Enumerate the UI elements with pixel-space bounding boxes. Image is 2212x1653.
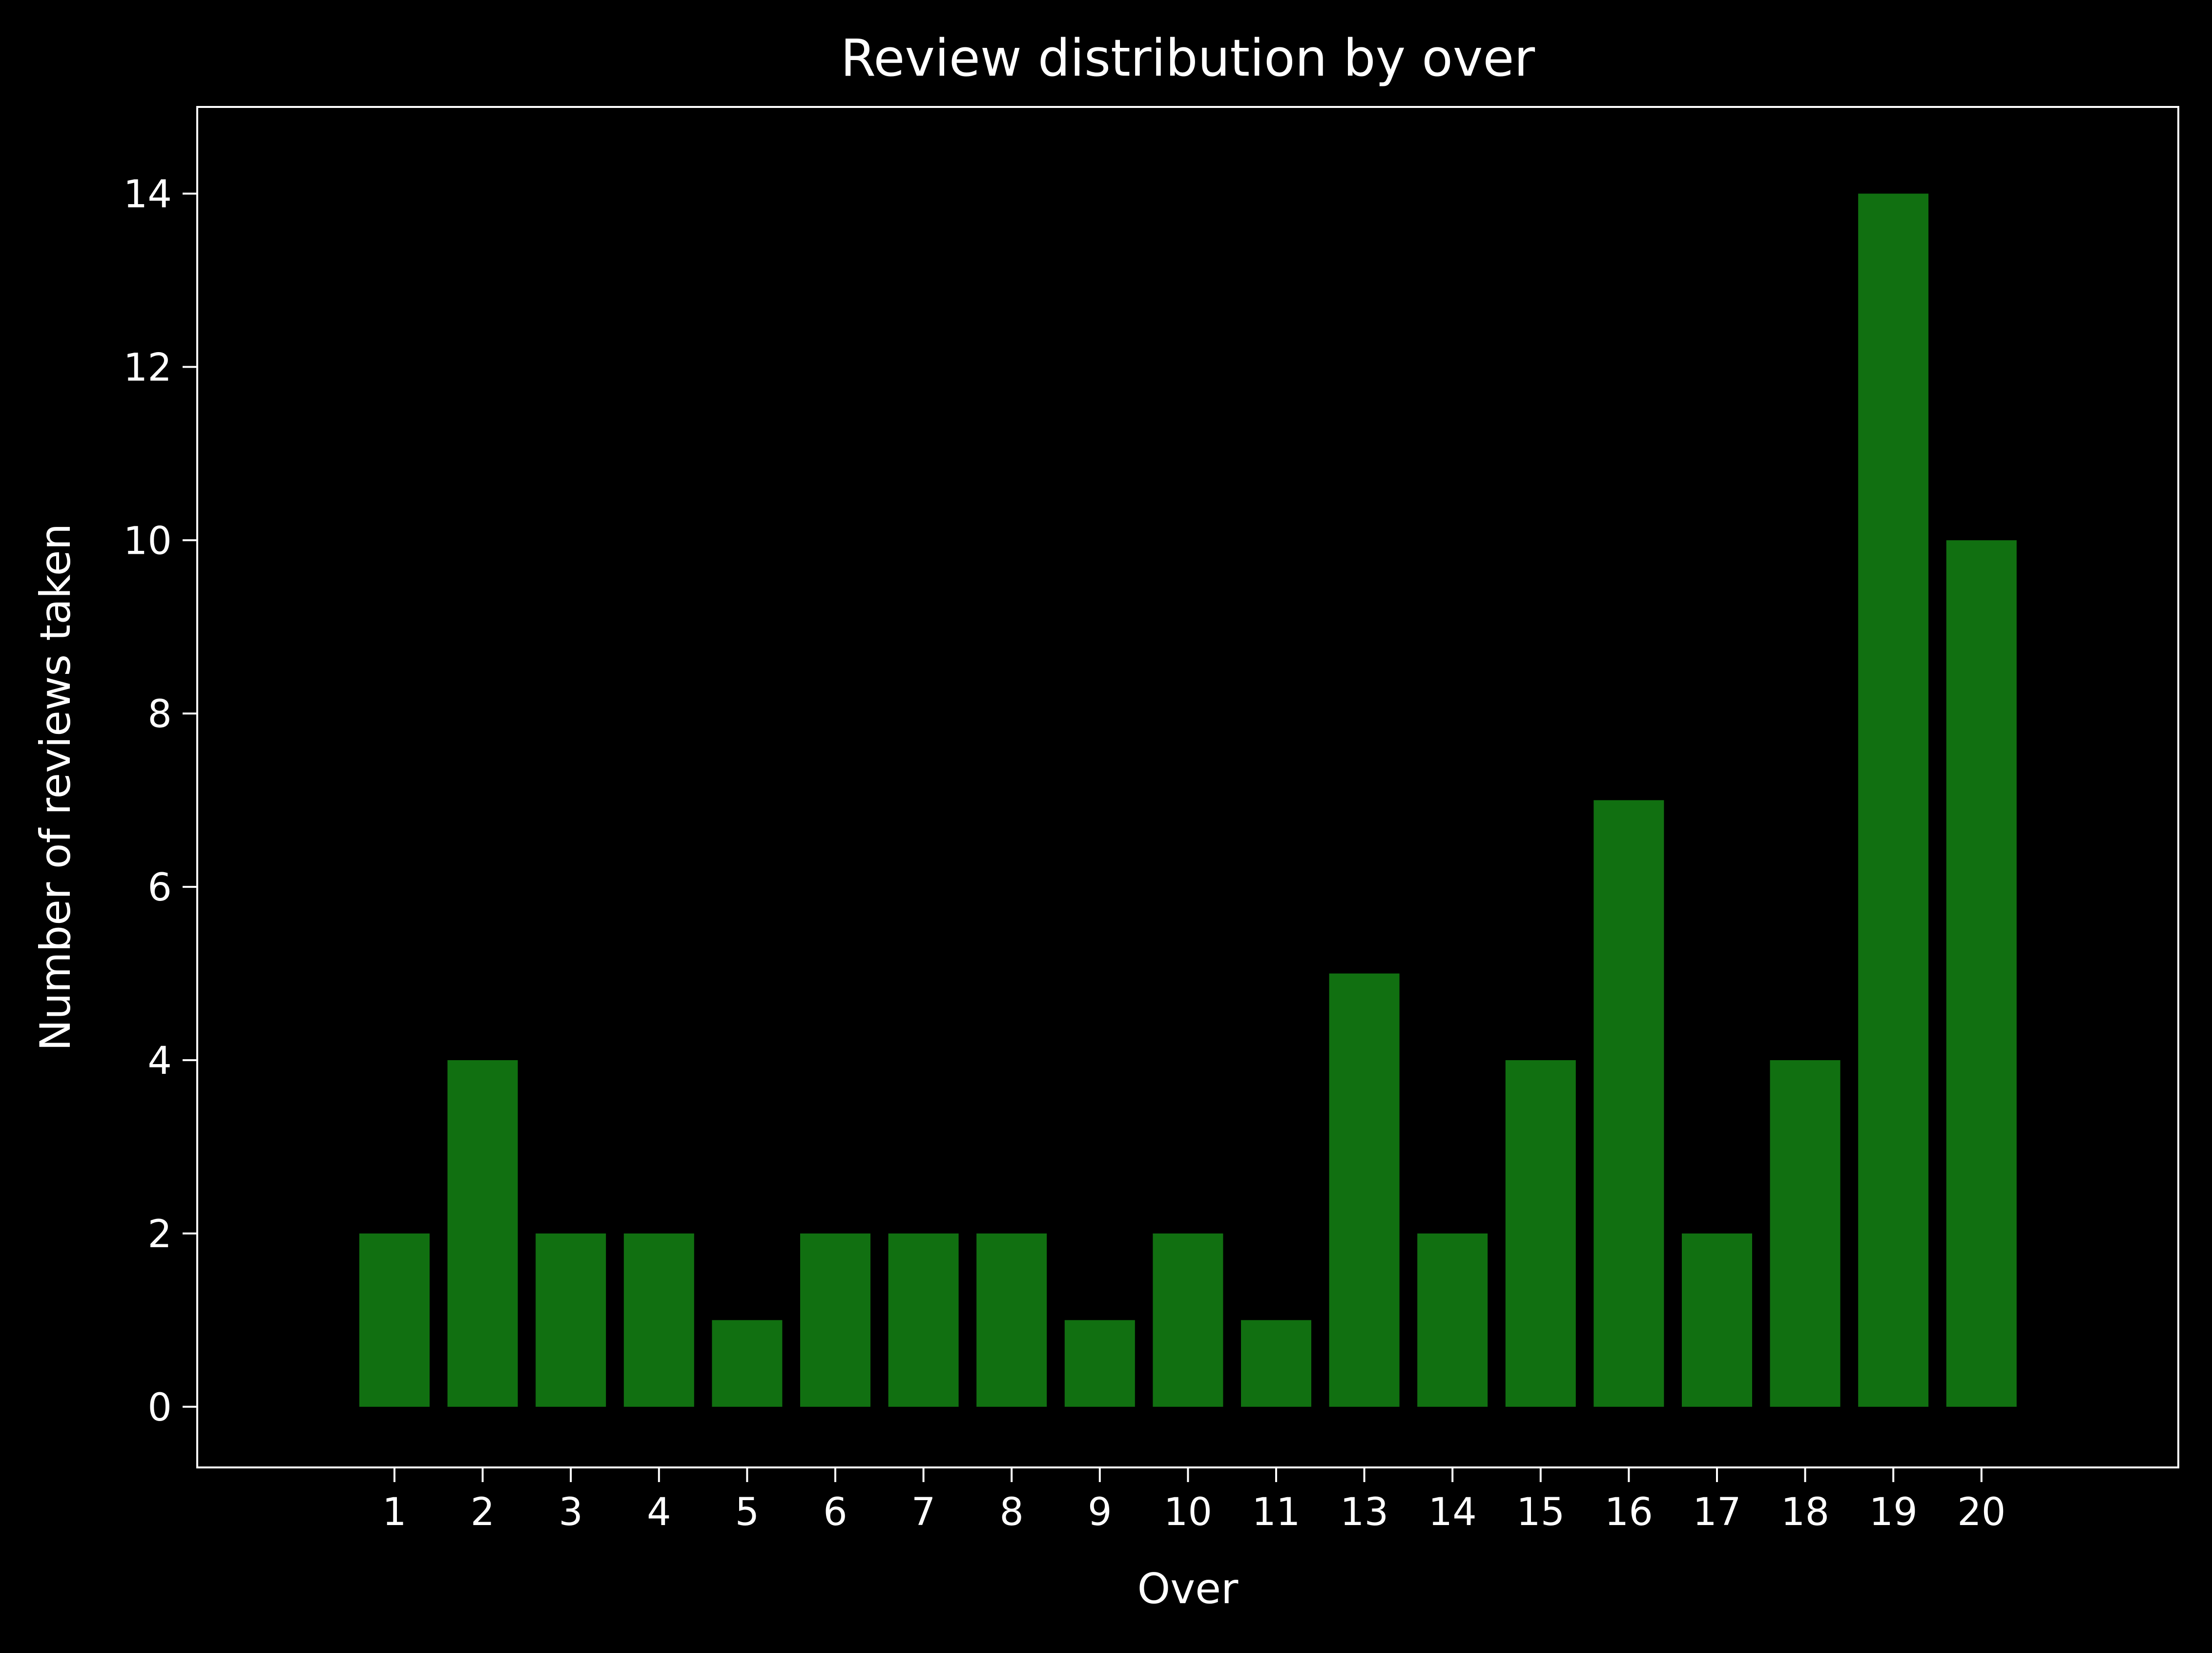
bar-over-1	[359, 1233, 430, 1407]
y-tick-label: 6	[147, 866, 172, 910]
x-tick-label: 8	[999, 1490, 1024, 1534]
x-tick-label: 16	[1605, 1490, 1653, 1534]
bar-over-9	[1064, 1320, 1135, 1407]
bar-over-8	[976, 1233, 1047, 1407]
y-tick-label: 0	[147, 1386, 172, 1430]
x-tick-label: 1	[382, 1490, 407, 1534]
plot-frame	[196, 106, 2179, 1468]
x-tick-label: 14	[1428, 1490, 1477, 1534]
x-tick-label: 20	[1957, 1490, 2005, 1534]
x-tick-label: 2	[471, 1490, 495, 1534]
x-tick-label: 5	[735, 1490, 760, 1534]
x-axis-label: Over	[1137, 1565, 1239, 1613]
y-tick-label: 2	[147, 1213, 172, 1256]
bar-over-15	[1505, 1060, 1576, 1407]
bar-over-19	[1858, 193, 1929, 1407]
x-tick-label: 18	[1781, 1490, 1829, 1534]
y-tick-label: 4	[147, 1039, 172, 1083]
bar-over-18	[1770, 1060, 1840, 1407]
x-tick-label: 7	[911, 1490, 936, 1534]
y-tick-label: 14	[124, 172, 172, 216]
x-tick-label: 19	[1869, 1490, 1918, 1534]
y-tick-label: 12	[124, 346, 172, 390]
bar-over-10	[1153, 1233, 1223, 1407]
chart-title: Review distribution by over	[841, 28, 1535, 88]
bar-over-13	[1329, 973, 1400, 1407]
bar-over-7	[888, 1233, 959, 1407]
y-tick-label: 8	[147, 692, 172, 736]
x-tick-label: 6	[823, 1490, 848, 1534]
y-axis-label: Number of reviews taken	[31, 523, 80, 1051]
bar-over-16	[1593, 800, 1664, 1407]
bar-over-2	[447, 1060, 518, 1407]
bar-over-3	[536, 1233, 606, 1407]
x-tick-label: 15	[1516, 1490, 1565, 1534]
x-tick-label: 17	[1693, 1490, 1741, 1534]
bar-over-17	[1682, 1233, 1752, 1407]
x-tick-label: 3	[558, 1490, 583, 1534]
x-tick-label: 11	[1252, 1490, 1300, 1534]
x-tick-label: 10	[1164, 1490, 1212, 1534]
bar-over-6	[800, 1233, 870, 1407]
bars-layer	[359, 193, 2017, 1407]
bar-over-20	[1946, 540, 2017, 1407]
bar-over-14	[1417, 1233, 1488, 1407]
bar-over-5	[712, 1320, 783, 1407]
bar-over-11	[1241, 1320, 1311, 1407]
x-tick-label: 13	[1340, 1490, 1388, 1534]
bar-over-4	[623, 1233, 694, 1407]
y-tick-label: 10	[124, 519, 172, 563]
x-tick-label: 4	[647, 1490, 671, 1534]
x-tick-label: 9	[1088, 1490, 1112, 1534]
